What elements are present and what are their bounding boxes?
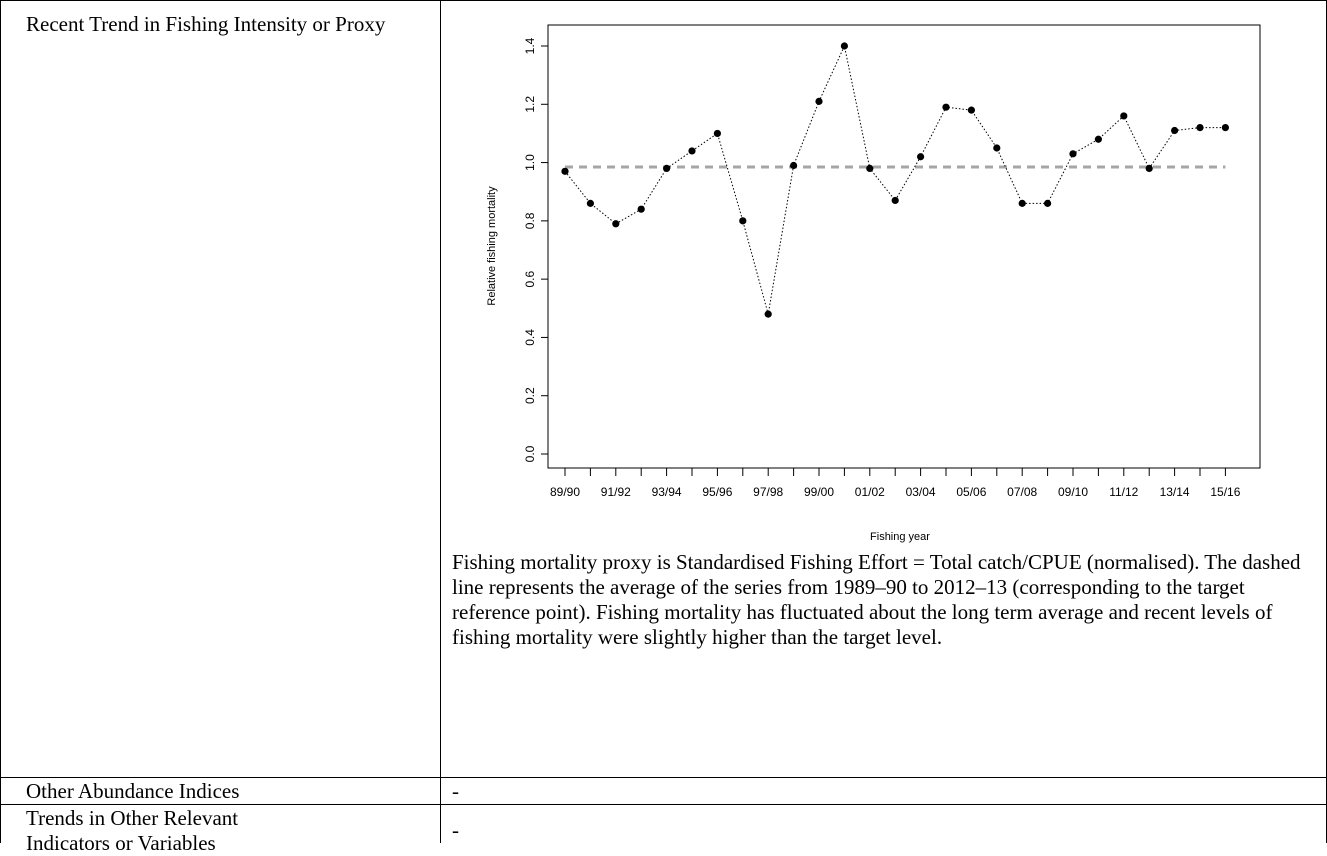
plot-frame xyxy=(547,24,1261,469)
row-value-other-indicators: - xyxy=(452,818,459,842)
y-axis-label: Relative fishing mortality xyxy=(486,186,498,306)
table-border-left xyxy=(0,0,1,843)
data-point xyxy=(739,217,747,225)
data-point xyxy=(1094,135,1102,143)
data-point xyxy=(1196,124,1204,132)
x-tick-label: 93/94 xyxy=(652,485,682,499)
data-point xyxy=(561,167,569,175)
x-tick-label: 91/92 xyxy=(601,485,631,499)
y-tick-label: 0.2 xyxy=(523,387,537,404)
x-axis-label: Fishing year xyxy=(870,531,930,543)
data-point xyxy=(764,310,772,318)
table-border-middle xyxy=(440,0,441,843)
y-tick-label: 1.4 xyxy=(523,37,537,54)
data-point xyxy=(1221,124,1229,132)
data-point xyxy=(790,161,798,170)
data-point xyxy=(1120,112,1128,120)
table-border-top xyxy=(0,0,1327,1)
x-tick-label: 99/00 xyxy=(804,485,834,499)
data-point xyxy=(917,153,925,161)
y-tick-label: 1.0 xyxy=(523,154,537,171)
data-point xyxy=(663,164,671,172)
row-label-fishing-intensity: Recent Trend in Fishing Intensity or Pro… xyxy=(26,12,386,36)
row-label-other-indicators: Trends in Other Relevant Indicators or V… xyxy=(26,806,239,855)
data-point xyxy=(1018,199,1026,207)
y-tick-label: 0.8 xyxy=(523,212,537,229)
data-point xyxy=(586,199,594,207)
data-point xyxy=(891,196,899,205)
data-point xyxy=(637,205,645,213)
x-tick-label: 07/08 xyxy=(1007,485,1037,499)
series-line xyxy=(564,44,1226,315)
fishing-mortality-chart: 0.0 0.2 0.4 0.6 0.8 1.0 1.2 1.4 89/90 91/92 93/94 9… xyxy=(486,24,1261,543)
chart-caption: Fishing mortality proxy is Standardised … xyxy=(452,550,1301,649)
x-tick-label: 09/10 xyxy=(1058,485,1088,499)
x-tick-label: 89/90 xyxy=(550,485,580,499)
data-point xyxy=(1171,126,1179,135)
data-point xyxy=(713,129,721,138)
x-tick-label: 95/96 xyxy=(702,485,732,499)
x-tick-label: 11/12 xyxy=(1109,485,1138,499)
x-tick-label: 01/02 xyxy=(855,485,885,499)
x-tick-label: 05/06 xyxy=(956,485,986,499)
data-point xyxy=(688,147,696,155)
x-tick-label: 97/98 xyxy=(753,485,783,499)
data-point xyxy=(993,144,1001,152)
data-point xyxy=(612,220,620,228)
y-tick-label: 0.4 xyxy=(523,329,537,346)
row-divider-2 xyxy=(0,804,1327,805)
row-divider-1 xyxy=(0,777,1327,778)
data-point xyxy=(1145,164,1153,172)
data-point xyxy=(1044,199,1052,207)
x-tick-label: 13/14 xyxy=(1160,485,1190,499)
data-point xyxy=(942,103,950,111)
data-point xyxy=(1069,150,1077,158)
y-tick-label: 0.0 xyxy=(523,445,537,462)
y-tick-label: 1.2 xyxy=(523,96,537,113)
y-tick-label: 0.6 xyxy=(523,270,537,287)
x-tick-label: 15/16 xyxy=(1210,485,1240,499)
data-point xyxy=(840,42,848,50)
data-point xyxy=(815,97,823,105)
row-label-other-abundance: Other Abundance Indices xyxy=(26,779,240,803)
data-point xyxy=(967,106,975,114)
data-point xyxy=(866,164,874,172)
x-tick-label: 03/04 xyxy=(906,485,936,499)
row-value-other-abundance: - xyxy=(452,779,459,803)
